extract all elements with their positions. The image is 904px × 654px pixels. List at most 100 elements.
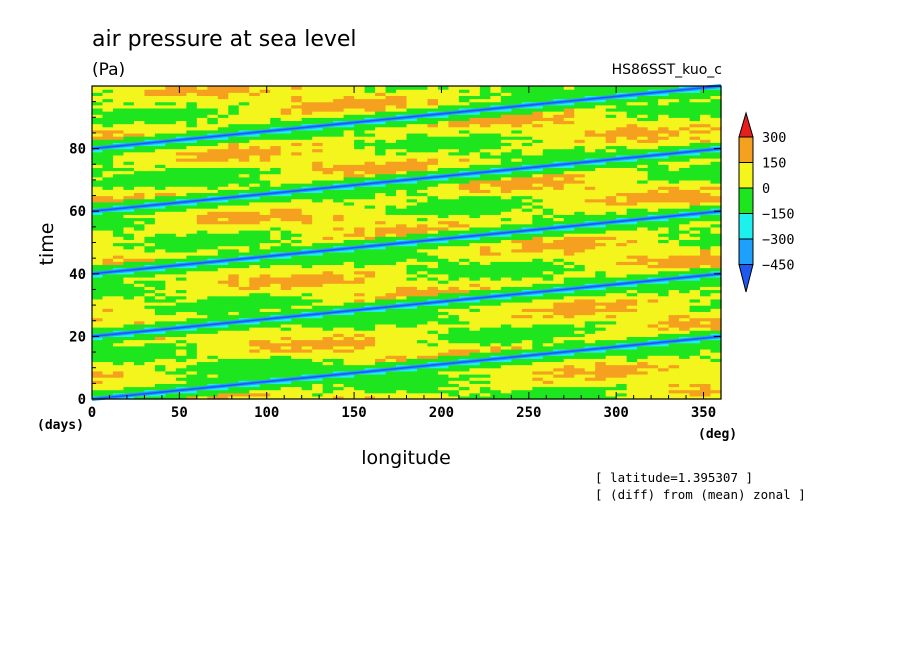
heatmap-cell [689, 342, 701, 347]
heatmap-cell [165, 242, 177, 247]
heatmap-cell [196, 255, 208, 259]
heatmap-cell [616, 377, 628, 381]
heatmap-cell [595, 270, 607, 275]
heatmap-cell [175, 367, 187, 372]
heatmap-cell [647, 373, 659, 378]
heatmap-cell [700, 154, 712, 159]
heatmap-cell [291, 229, 303, 234]
heatmap-cell [270, 386, 282, 391]
heatmap-cell [626, 361, 638, 366]
heatmap-cell [574, 311, 586, 316]
heatmap-cell [354, 392, 366, 397]
heatmap-cell [553, 186, 565, 190]
heatmap-cell [354, 377, 366, 381]
heatmap-cell [102, 157, 114, 162]
heatmap-cell [102, 392, 114, 397]
heatmap-cell [92, 383, 104, 388]
heatmap-cell [92, 283, 104, 287]
heatmap-cell [364, 201, 376, 206]
heatmap-cell [343, 204, 355, 209]
heatmap-cell [123, 370, 135, 375]
heatmap-cell [186, 389, 198, 394]
heatmap-cell [553, 208, 565, 212]
heatmap-cell [102, 377, 114, 381]
heatmap-cell [700, 323, 712, 328]
heatmap-cell [469, 142, 481, 147]
heatmap-cell [270, 358, 282, 363]
heatmap-cell [532, 255, 544, 259]
heatmap-cell [500, 308, 512, 312]
heatmap-cell [605, 167, 617, 172]
heatmap-cell [123, 276, 135, 281]
heatmap-cell [92, 330, 104, 334]
heatmap-cell [437, 217, 450, 222]
heatmap-cell [658, 327, 670, 331]
heatmap-cell [689, 377, 701, 381]
heatmap-cell [689, 286, 701, 291]
heatmap-cell [500, 358, 512, 363]
heatmap-cell [165, 173, 177, 178]
heatmap-cell [626, 380, 638, 384]
heatmap-cell [238, 289, 250, 294]
heatmap-cell [500, 217, 512, 222]
heatmap-cell [406, 204, 418, 209]
heatmap-cell [469, 395, 481, 400]
heatmap-cell [626, 223, 638, 228]
heatmap-cell [679, 361, 691, 366]
heatmap-cell [186, 236, 198, 240]
heatmap-cell [458, 367, 470, 372]
heatmap-cell [553, 173, 565, 178]
heatmap-cell [637, 242, 649, 247]
heatmap-cell [448, 383, 460, 388]
heatmap-cell [500, 258, 512, 262]
heatmap-cell [553, 198, 565, 203]
heatmap-cell [469, 264, 481, 269]
heatmap-cell [710, 339, 722, 344]
heatmap-cell [354, 258, 366, 262]
heatmap-cell [406, 392, 418, 397]
heatmap-cell [458, 320, 470, 325]
heatmap-cell [280, 164, 292, 168]
heatmap-cell [196, 139, 208, 143]
heatmap-cell [123, 355, 135, 359]
heatmap-cell [259, 361, 271, 366]
heatmap-cell [458, 211, 470, 215]
heatmap-cell [112, 214, 125, 219]
heatmap-cell [658, 348, 670, 353]
heatmap-cell [291, 248, 303, 253]
heatmap-cell [249, 267, 261, 272]
heatmap-cell [186, 164, 198, 168]
heatmap-cell [144, 211, 156, 215]
heatmap-cell [448, 251, 460, 256]
heatmap-cell [668, 361, 680, 366]
heatmap-cell [490, 157, 502, 162]
heatmap-cell [500, 198, 512, 203]
heatmap-cell [333, 217, 345, 222]
heatmap-cell [416, 305, 429, 309]
heatmap-cell [375, 145, 387, 150]
heatmap-cell [207, 295, 219, 300]
heatmap-cell [217, 305, 229, 309]
heatmap-cell [563, 189, 575, 194]
heatmap-cell [343, 233, 355, 237]
heatmap-cell [207, 151, 219, 156]
heatmap-cell [291, 176, 303, 181]
heatmap-cell [490, 370, 502, 375]
heatmap-cell [511, 255, 523, 259]
heatmap-cell [616, 201, 628, 206]
heatmap-cell [574, 280, 586, 284]
heatmap-cell [437, 352, 450, 356]
heatmap-cell [490, 317, 502, 322]
heatmap-cell [469, 251, 481, 256]
heatmap-cell [259, 273, 271, 278]
heatmap-cell [542, 305, 554, 309]
heatmap-cell [312, 383, 324, 388]
heatmap-cell [406, 308, 418, 312]
heatmap-cell [563, 358, 575, 363]
heatmap-cell [238, 164, 250, 168]
heatmap-cell [396, 157, 408, 162]
heatmap-cell [500, 189, 512, 194]
heatmap-cell [668, 267, 680, 272]
heatmap-cell [385, 214, 397, 219]
heatmap-cell [542, 157, 554, 162]
